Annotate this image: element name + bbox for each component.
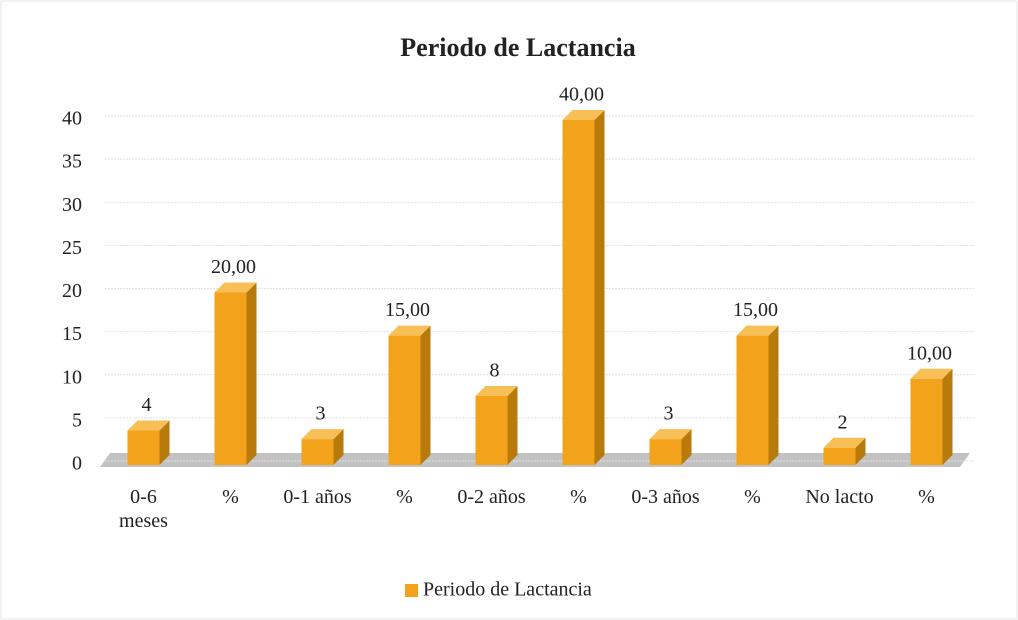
bar bbox=[823, 437, 866, 465]
chart-title: Periodo de Lactancia bbox=[400, 33, 635, 62]
data-label: 20,00 bbox=[211, 256, 256, 278]
data-label: 40,00 bbox=[559, 84, 604, 106]
bar-top bbox=[214, 282, 257, 293]
bar bbox=[736, 325, 779, 465]
bar-side bbox=[507, 386, 518, 465]
bar-side bbox=[855, 437, 866, 465]
legend-label: Periodo de Lactancia bbox=[423, 579, 592, 601]
bar-front bbox=[562, 120, 595, 465]
bar-side bbox=[333, 429, 344, 465]
bar-top bbox=[301, 429, 344, 440]
data-label: 3 bbox=[664, 403, 674, 425]
bar-front bbox=[388, 335, 421, 465]
bar-side bbox=[159, 420, 170, 465]
bar-top bbox=[910, 368, 953, 379]
bar-front bbox=[823, 447, 856, 465]
x-tick-label: 0-3 años bbox=[631, 486, 700, 508]
bar-front bbox=[649, 439, 682, 465]
data-label: 4 bbox=[142, 394, 152, 416]
bar-front bbox=[127, 430, 160, 465]
y-tick-label: 35 bbox=[62, 151, 82, 173]
bar-top bbox=[736, 325, 779, 336]
x-tick-label: % bbox=[744, 486, 761, 508]
bar bbox=[214, 282, 257, 465]
bar-side bbox=[420, 325, 431, 465]
bar-top bbox=[823, 437, 866, 448]
x-tick-label: % bbox=[918, 486, 935, 508]
data-label: 15,00 bbox=[385, 299, 430, 321]
bar-side bbox=[246, 282, 257, 465]
bar-top bbox=[475, 386, 518, 396]
y-tick-label: 30 bbox=[62, 194, 82, 216]
x-tick-label: % bbox=[570, 486, 587, 508]
y-tick-label: 0 bbox=[72, 453, 82, 475]
x-tick-label: % bbox=[222, 486, 239, 508]
bar-front bbox=[214, 292, 247, 465]
bar bbox=[910, 368, 953, 465]
x-tick-label: No lacto bbox=[805, 486, 874, 508]
bar-side bbox=[681, 429, 692, 465]
data-label: 10,00 bbox=[907, 342, 952, 364]
bar-front bbox=[736, 335, 769, 465]
data-label: 8 bbox=[490, 360, 500, 382]
bar-top bbox=[562, 110, 605, 120]
bar bbox=[562, 110, 605, 465]
y-tick-label: 10 bbox=[62, 366, 82, 388]
y-tick-label: 15 bbox=[62, 323, 82, 345]
x-tick-label: 0-1 años bbox=[283, 486, 352, 508]
y-tick-label: 20 bbox=[62, 280, 82, 302]
x-tick-label: 0-6 meses bbox=[119, 486, 168, 532]
data-label: 2 bbox=[838, 411, 848, 433]
bar-front bbox=[301, 439, 334, 465]
bar-top bbox=[649, 429, 692, 440]
data-label: 3 bbox=[316, 403, 326, 425]
bar-side bbox=[768, 325, 779, 465]
bar-side bbox=[594, 110, 605, 465]
y-tick-label: 25 bbox=[62, 237, 82, 259]
bar-top bbox=[127, 420, 170, 431]
y-tick-label: 40 bbox=[62, 108, 82, 130]
bar bbox=[301, 429, 344, 465]
bar-top bbox=[388, 325, 431, 336]
bar bbox=[649, 429, 692, 465]
legend-swatch bbox=[405, 584, 418, 597]
y-tick-label: 5 bbox=[72, 409, 82, 431]
bar bbox=[388, 325, 431, 465]
x-tick-label: 0-2 años bbox=[457, 486, 526, 508]
x-tick-label: % bbox=[396, 486, 413, 508]
bar-side bbox=[942, 368, 953, 465]
data-label: 15,00 bbox=[733, 299, 778, 321]
bar-front bbox=[475, 396, 508, 465]
bar-front bbox=[910, 378, 943, 465]
bar bbox=[127, 420, 170, 465]
bar bbox=[475, 386, 518, 465]
